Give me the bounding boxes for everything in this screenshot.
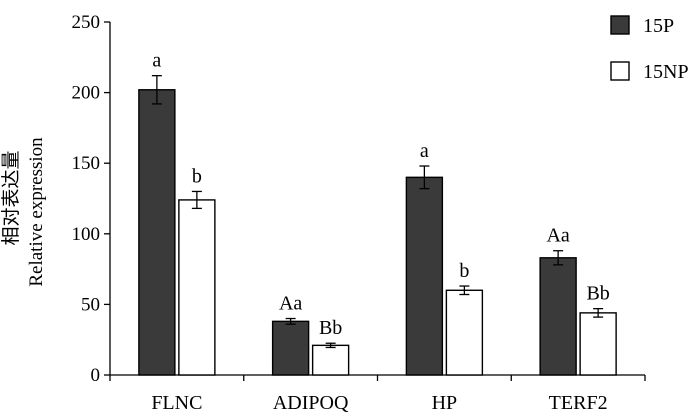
bar-15P-FLNC bbox=[138, 89, 176, 376]
bar-15P-HP bbox=[405, 176, 444, 376]
y-axis-title-chinese: 相对表达量 bbox=[0, 150, 22, 245]
y-tick-label: 0 bbox=[91, 365, 101, 386]
bar-15NP-TERF2 bbox=[579, 312, 617, 376]
significance-label: a bbox=[152, 50, 161, 72]
x-axis: FLNC ADIPOQ HP TERF2 bbox=[109, 374, 646, 414]
bar-15P-ADIPOQ bbox=[271, 320, 310, 376]
legend-swatch-15NP bbox=[610, 61, 630, 81]
y-tick-label: 100 bbox=[72, 224, 101, 245]
significance-label: b bbox=[459, 260, 469, 282]
significance-label: Aa bbox=[279, 293, 302, 315]
bar-15NP-FLNC bbox=[178, 199, 216, 376]
bar-15P-TERF2 bbox=[539, 257, 577, 376]
bar-15NP-HP bbox=[445, 289, 484, 376]
x-tick-label: HP bbox=[432, 392, 458, 414]
y-tick-label: 150 bbox=[72, 153, 101, 174]
significance-label: Bb bbox=[319, 317, 342, 339]
y-tick-label: 250 bbox=[72, 12, 101, 33]
y-tick-label: 200 bbox=[72, 83, 101, 104]
legend-swatch-15P bbox=[610, 15, 630, 35]
y-axis: 0 50 100 150 200 250 bbox=[72, 12, 111, 386]
significance-label: Bb bbox=[586, 283, 609, 305]
legend-label-15P: 15P bbox=[643, 15, 674, 37]
bar-15NP-ADIPOQ bbox=[311, 344, 350, 376]
significance-label: b bbox=[192, 165, 202, 187]
x-tick-label: FLNC bbox=[151, 392, 202, 414]
x-tick-label: ADIPOQ bbox=[273, 392, 349, 414]
significance-label: a bbox=[420, 140, 429, 162]
y-tick-label: 50 bbox=[81, 294, 100, 315]
bars: a b Aa Bb a b Aa Bb bbox=[138, 50, 617, 376]
y-axis-title: Relative expression bbox=[26, 137, 47, 287]
significance-label: Aa bbox=[546, 225, 569, 247]
legend: 15P 15NP bbox=[610, 15, 689, 83]
x-tick-label: TERF2 bbox=[549, 392, 608, 414]
legend-label-15NP: 15NP bbox=[643, 61, 689, 83]
